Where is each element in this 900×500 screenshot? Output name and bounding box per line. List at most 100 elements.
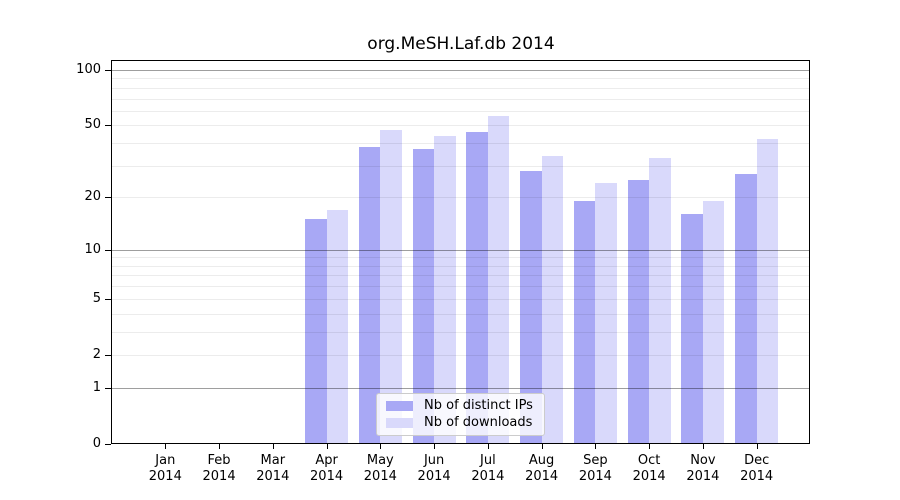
x-tick-year: 2014 xyxy=(363,469,397,484)
x-tick-year: 2014 xyxy=(202,469,236,484)
y-tick-label-0: 0 xyxy=(92,436,101,451)
x-tick-label-mar: Mar 2014 xyxy=(243,453,303,485)
x-tick-mark-jul xyxy=(487,444,489,449)
gridline-minor-2 xyxy=(112,354,809,356)
x-tick-label-sep: Sep 2014 xyxy=(565,453,625,485)
x-tick-mark-may xyxy=(380,444,382,449)
x-tick-month: Jan xyxy=(155,453,176,468)
x-tick-month: Mar xyxy=(260,453,286,468)
x-tick-month: Sep xyxy=(583,453,608,468)
x-tick-year: 2014 xyxy=(417,469,451,484)
bar-distinct-ips-aug xyxy=(520,171,542,443)
x-tick-mark-aug xyxy=(541,444,543,449)
y-tick-label-2: 2 xyxy=(92,346,101,362)
x-tick-month: Jun xyxy=(423,453,445,468)
x-tick-year: 2014 xyxy=(148,469,182,484)
gridline-minor-50 xyxy=(112,125,809,127)
x-tick-year: 2014 xyxy=(310,469,344,484)
x-tick-label-jan: Jan 2014 xyxy=(135,453,195,485)
x-tick-mark-sep xyxy=(595,444,597,449)
y-tick-label-20: 20 xyxy=(84,189,101,205)
bar-downloads-sep xyxy=(595,183,617,443)
gridline-minor-9 xyxy=(112,257,809,259)
gridline-1 xyxy=(112,387,809,389)
x-tick-mark-oct xyxy=(649,444,651,449)
x-tick-label-jul: Jul 2014 xyxy=(458,453,518,485)
y-tick-mark-1 xyxy=(105,387,111,389)
gridline-minor-3 xyxy=(112,331,809,333)
bar-distinct-ips-dec xyxy=(735,173,757,443)
x-tick-month: Aug xyxy=(528,453,555,468)
gridline-minor-60 xyxy=(112,110,809,112)
x-tick-month: Apr xyxy=(315,453,338,468)
y-tick-label-100: 100 xyxy=(76,62,101,77)
legend-row-distinct-ips: Nb of distinct IPs xyxy=(386,398,535,414)
x-tick-mark-feb xyxy=(219,444,221,449)
chart-title: org.MeSH.Laf.db 2014 xyxy=(367,34,555,54)
x-tick-mark-nov xyxy=(702,444,704,449)
legend-row-downloads: Nb of downloads xyxy=(386,415,535,431)
x-tick-label-may: May 2014 xyxy=(350,453,410,485)
x-tick-month: May xyxy=(366,453,394,468)
y-tick-mark-10 xyxy=(105,249,111,251)
x-tick-month: Feb xyxy=(207,453,231,468)
x-tick-year: 2014 xyxy=(632,469,666,484)
gridline-minor-5 xyxy=(112,298,809,300)
gridline-minor-80 xyxy=(112,87,809,89)
y-tick-label-1: 1 xyxy=(92,379,101,395)
bar-distinct-ips-sep xyxy=(573,201,596,443)
legend-label-downloads: Nb of downloads xyxy=(424,415,533,430)
gridline-minor-6 xyxy=(112,286,809,288)
x-tick-label-nov: Nov 2014 xyxy=(673,453,733,485)
x-tick-label-feb: Feb 2014 xyxy=(189,453,249,485)
y-tick-mark-100 xyxy=(105,70,111,71)
bar-distinct-ips-jul xyxy=(466,132,488,443)
bar-downloads-may xyxy=(380,130,402,443)
y-tick-label-5: 5 xyxy=(92,290,101,306)
x-tick-year: 2014 xyxy=(578,469,612,484)
x-tick-year: 2014 xyxy=(471,469,505,484)
bar-downloads-nov xyxy=(702,201,725,443)
x-tick-year: 2014 xyxy=(740,469,774,484)
x-tick-year: 2014 xyxy=(686,469,720,484)
x-tick-mark-dec xyxy=(756,444,758,449)
downloads-swatch-icon xyxy=(386,418,413,428)
x-tick-mark-apr xyxy=(326,444,328,449)
bar-distinct-ips-jun xyxy=(412,149,435,443)
bar-downloads-jul xyxy=(487,116,510,443)
x-tick-year: 2014 xyxy=(256,469,290,484)
bar-downloads-apr xyxy=(326,209,349,443)
y-tick-mark-5 xyxy=(105,298,111,300)
plot-area xyxy=(111,60,810,444)
x-tick-mark-mar xyxy=(272,444,274,449)
gridline-minor-70 xyxy=(112,98,809,100)
x-tick-year: 2014 xyxy=(525,469,559,484)
gridline-minor-30 xyxy=(112,165,809,167)
gridline-minor-8 xyxy=(112,265,809,267)
gridline-10 xyxy=(112,249,809,251)
legend-label-distinct-ips: Nb of distinct IPs xyxy=(424,398,533,413)
y-tick-label-50: 50 xyxy=(84,117,101,133)
gridline-minor-4 xyxy=(112,313,809,315)
bar-downloads-jun xyxy=(434,135,456,443)
bar-distinct-ips-apr xyxy=(305,219,327,443)
y-tick-label-10: 10 xyxy=(84,241,101,257)
bar-distinct-ips-nov xyxy=(681,214,703,443)
bar-distinct-ips-may xyxy=(358,147,381,443)
x-tick-mark-jan xyxy=(165,444,167,449)
legend: Nb of distinct IPs Nb of downloads xyxy=(376,393,545,436)
bar-downloads-aug xyxy=(541,155,564,443)
x-tick-mark-jun xyxy=(434,444,436,449)
x-tick-label-dec: Dec 2014 xyxy=(727,453,787,485)
x-tick-month: Dec xyxy=(744,453,770,468)
gridline-minor-7 xyxy=(112,275,809,277)
gridline-minor-20 xyxy=(112,197,809,199)
x-tick-label-aug: Aug 2014 xyxy=(512,453,572,485)
bar-distinct-ips-oct xyxy=(627,179,650,443)
x-tick-label-oct: Oct 2014 xyxy=(619,453,679,485)
x-tick-label-jun: Jun 2014 xyxy=(404,453,464,485)
y-tick-mark-20 xyxy=(105,197,111,199)
bar-downloads-oct xyxy=(649,158,671,443)
gridline-minor-40 xyxy=(112,143,809,145)
